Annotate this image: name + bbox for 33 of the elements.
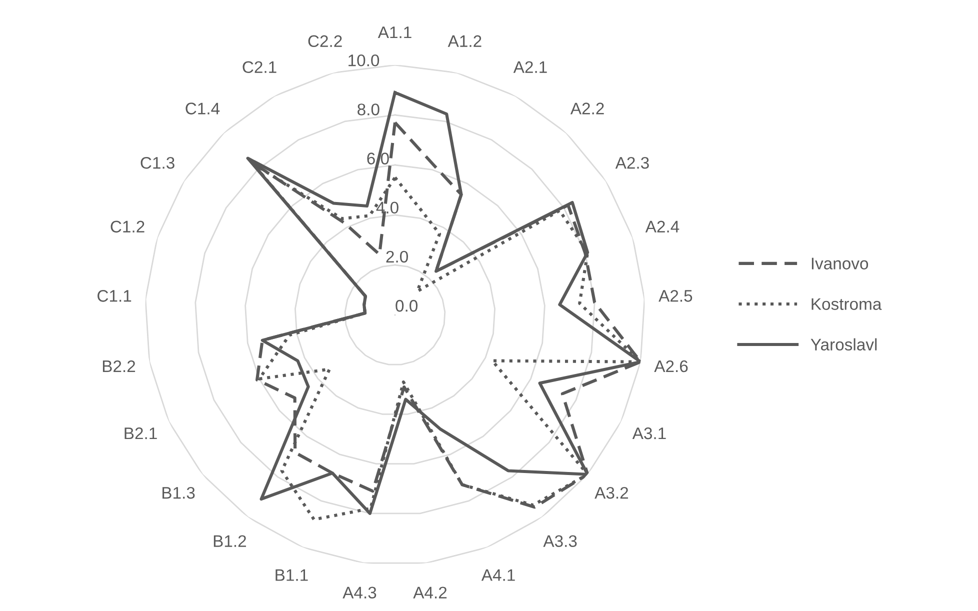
spoke-label: B1.1 (276, 569, 308, 581)
legend-label: Ivanovo (812, 258, 868, 270)
spoke-label: A3.3 (543, 535, 577, 548)
spoke-label: B1.2 (214, 535, 246, 547)
spoke-label: B1.3 (162, 486, 195, 499)
spoke-label: A2.4 (645, 220, 680, 232)
spoke-label: B2.1 (124, 427, 157, 440)
legend-label: Yaroslavl (810, 338, 877, 351)
y-tick-label: 4.0 (376, 202, 398, 214)
spoke-label: A2.3 (615, 156, 649, 169)
spoke-label: A1.2 (448, 35, 482, 47)
spoke-label: A3.2 (594, 486, 628, 499)
spoke-label: A1.1 (378, 26, 412, 38)
spoke-label: A2.5 (658, 290, 692, 302)
y-tick-label: 8.0 (358, 104, 380, 116)
y-tick-label: 2.0 (386, 250, 408, 263)
legend-label: Kostroma (812, 298, 882, 310)
spoke-label: A2.6 (654, 360, 688, 372)
spoke-label: A2.1 (513, 61, 547, 73)
spoke-label: A4.3 (342, 586, 376, 599)
y-tick-label: 10.0 (348, 54, 380, 66)
spoke-label: A4.2 (413, 586, 447, 598)
spoke-label: C1.3 (140, 156, 174, 169)
spoke-label: A3.1 (632, 427, 666, 440)
spoke-label: B2.2 (102, 360, 136, 372)
spoke-label: C2.2 (308, 35, 342, 48)
spoke-label: C1.1 (98, 290, 132, 302)
spoke-label: C1.4 (186, 102, 220, 114)
spoke-label: A2.2 (570, 102, 604, 114)
spoke-label: A4.1 (481, 569, 515, 581)
y-tick-label: 0.0 (396, 300, 418, 312)
spoke-label: C1.2 (110, 220, 144, 233)
spoke-label: C2.1 (242, 61, 276, 74)
